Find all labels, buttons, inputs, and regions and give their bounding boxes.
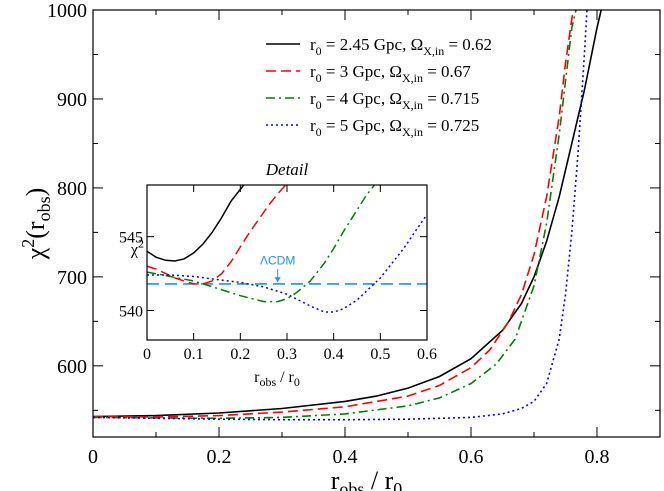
y-tick-label-2: 800 bbox=[57, 178, 87, 200]
inset-x-title-sub2: 0 bbox=[294, 375, 300, 389]
detail-inset: ΛCDM 0 0.1 0.2 0.3 0.4 0.5 0.6 540 545 Detail robs … bbox=[119, 160, 437, 389]
legend-val: = 0.67 bbox=[423, 62, 471, 81]
x-axis-title: robs / r0 bbox=[331, 466, 403, 491]
y-axis-title: χ2(robs) bbox=[18, 188, 54, 261]
legend-r-sub: 0 bbox=[316, 125, 322, 139]
legend-r: r bbox=[310, 62, 316, 81]
legend-omega-sub: X,in bbox=[423, 44, 444, 58]
legend-label-3: r0 = 5 Gpc, ΩX,in = 0.725 bbox=[310, 116, 479, 139]
y-axis-title-open: (r bbox=[21, 221, 50, 239]
inset-y-title-main: χ bbox=[130, 241, 139, 258]
lcdm-arrow-head bbox=[274, 277, 281, 283]
inset-x-title-rest: / r bbox=[276, 369, 294, 386]
x-tick-label-0: 0 bbox=[88, 446, 98, 468]
legend-label-1: r0 = 3 Gpc, ΩX,in = 0.67 bbox=[310, 62, 471, 85]
y-axis-title-sub: obs bbox=[34, 196, 54, 221]
legend-eq: = 3 Gpc, Ω bbox=[322, 62, 402, 81]
x-tick-label-3: 0.6 bbox=[459, 446, 484, 468]
inset-y-tick-label-1: 545 bbox=[119, 230, 143, 247]
inset-x-tick-label-2: 0.2 bbox=[230, 346, 250, 363]
legend-eq: = 5 Gpc, Ω bbox=[322, 116, 402, 135]
inset-x-tick-label-6: 0.6 bbox=[417, 346, 437, 363]
x-axis-title-sub: obs bbox=[339, 479, 364, 491]
inset-x-tick-label-0: 0 bbox=[143, 346, 151, 363]
legend-r-sub: 0 bbox=[316, 98, 322, 112]
legend-r: r bbox=[310, 116, 316, 135]
y-axis-title-sup: 2 bbox=[18, 239, 38, 248]
inset-y-tick-label-0: 540 bbox=[119, 303, 143, 320]
inset-x-tick-label-5: 0.5 bbox=[370, 346, 390, 363]
x-tick-label-2: 0.4 bbox=[333, 446, 358, 468]
y-tick-label-3: 900 bbox=[57, 89, 87, 111]
inset-y-axis-title: χ2 bbox=[130, 236, 144, 258]
legend-r-sub: 0 bbox=[316, 44, 322, 58]
legend-r: r bbox=[310, 89, 316, 108]
y-axis-title-main: χ bbox=[21, 247, 50, 260]
legend-val: = 0.715 bbox=[423, 89, 479, 108]
legend-omega-sub: X,in bbox=[402, 71, 423, 85]
x-axis-title-sub2: 0 bbox=[393, 479, 402, 491]
inset-series-line-1 bbox=[147, 185, 287, 285]
inset-y-title-sup: 2 bbox=[138, 236, 144, 250]
legend-eq: = 4 Gpc, Ω bbox=[322, 89, 402, 108]
inset-series-line-3 bbox=[147, 214, 427, 313]
inset-x-tick-label-1: 0.1 bbox=[184, 346, 204, 363]
legend-omega-sub: X,in bbox=[402, 98, 423, 112]
y-axis-title-close: ) bbox=[21, 188, 50, 197]
series-line-2 bbox=[93, 10, 577, 420]
inset-series-line-2 bbox=[147, 185, 376, 303]
inset-x-title-sub: obs bbox=[259, 375, 276, 389]
legend-val: = 0.725 bbox=[423, 116, 479, 135]
inset-x-tick-label-4: 0.4 bbox=[324, 346, 344, 363]
inset-background bbox=[147, 185, 427, 340]
legend-label-2: r0 = 4 Gpc, ΩX,in = 0.715 bbox=[310, 89, 479, 112]
inset-x-title-main: r bbox=[254, 369, 260, 386]
legend-eq: = 2.45 Gpc, Ω bbox=[322, 35, 424, 54]
series-line-0 bbox=[93, 10, 603, 418]
inset-x-tick-label-3: 0.3 bbox=[277, 346, 297, 363]
series-line-3 bbox=[93, 10, 588, 421]
series-line-1 bbox=[93, 10, 575, 418]
inset-x-axis-title: robs / r0 bbox=[254, 369, 300, 389]
legend-omega-sub: X,in bbox=[402, 125, 423, 139]
lcdm-label: ΛCDM bbox=[260, 254, 295, 268]
legend-r: r bbox=[310, 35, 316, 54]
y-tick-label-4: 1000 bbox=[47, 0, 87, 22]
y-tick-label-1: 700 bbox=[57, 267, 87, 289]
inset-series-line-0 bbox=[147, 185, 245, 262]
x-tick-label-1: 0.2 bbox=[207, 446, 232, 468]
x-tick-label-4: 0.8 bbox=[585, 446, 610, 468]
legend-r-sub: 0 bbox=[316, 71, 322, 85]
x-axis-title-main: r bbox=[331, 466, 340, 491]
legend-val: = 0.62 bbox=[444, 35, 492, 54]
inset-title: Detail bbox=[265, 160, 309, 179]
x-axis-title-rest: / r bbox=[364, 466, 393, 491]
y-tick-label-0: 600 bbox=[57, 356, 87, 378]
plot-frame bbox=[92, 9, 661, 438]
legend-label-0: r0 = 2.45 Gpc, ΩX,in = 0.62 bbox=[310, 35, 492, 58]
